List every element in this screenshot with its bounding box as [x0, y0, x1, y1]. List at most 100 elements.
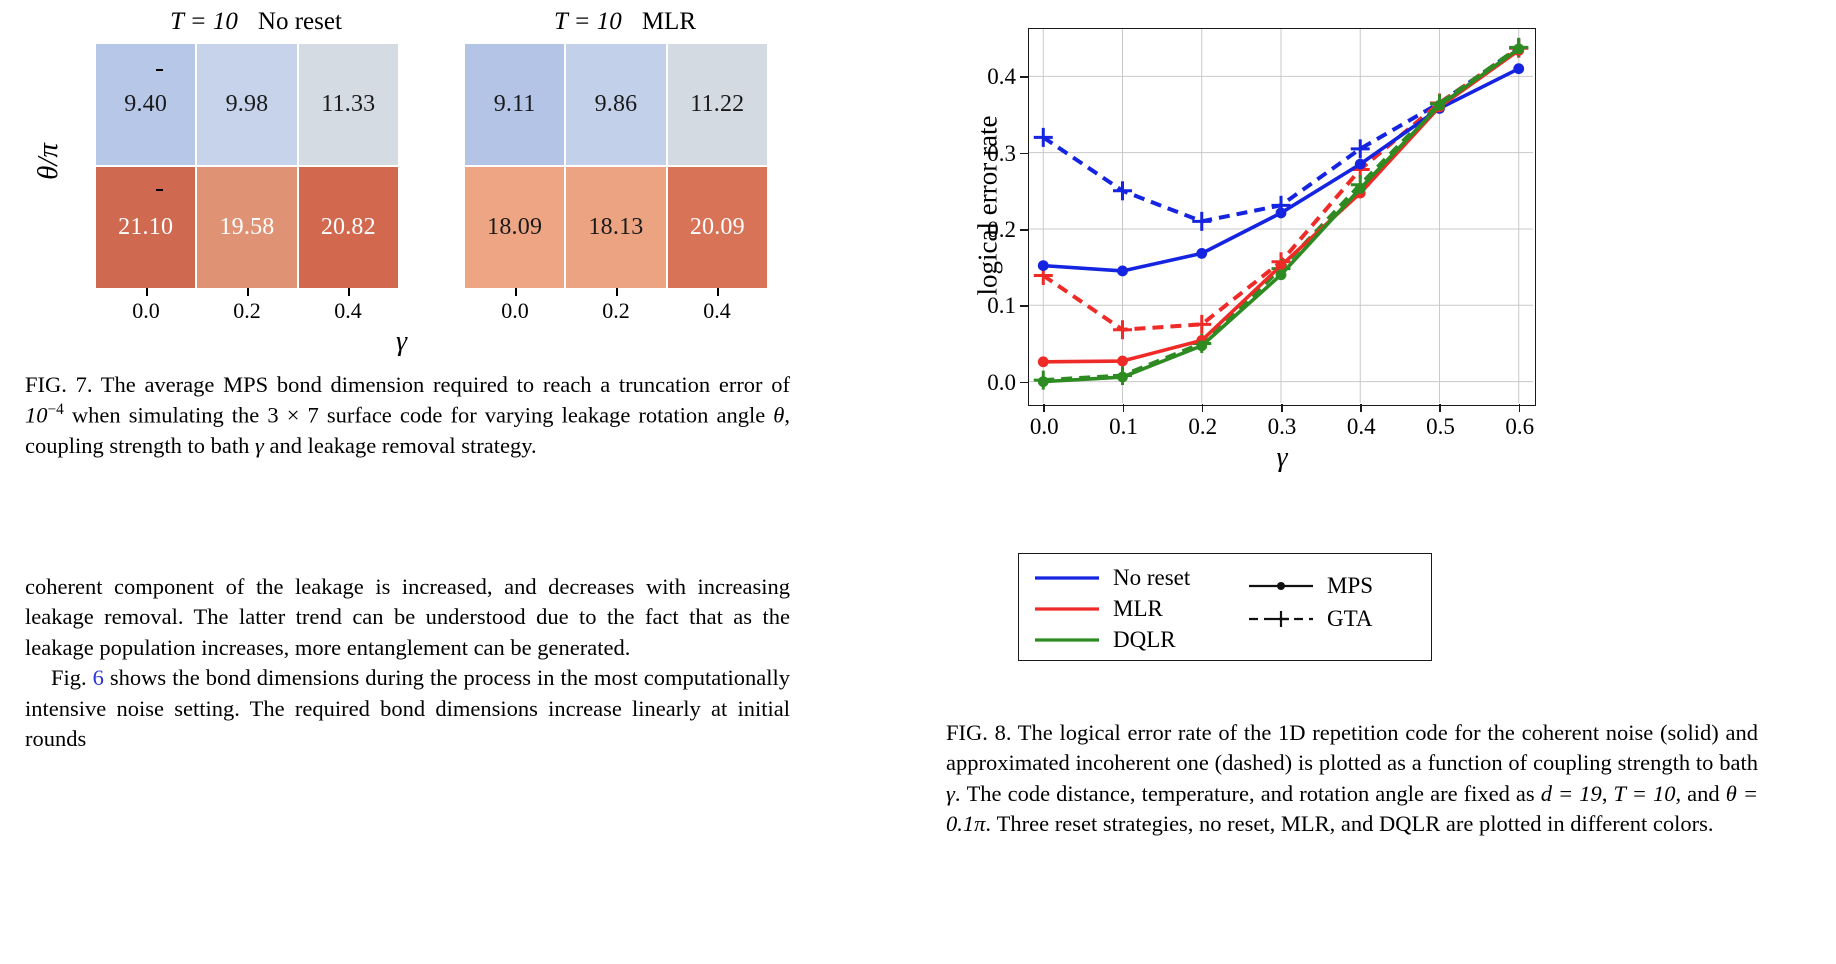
fig8-caption: FIG. 8. The logical error rate of the 1D… — [946, 718, 1758, 840]
legend-dashed-plus-icon — [1249, 611, 1313, 627]
fig8-label: FIG. 8. — [946, 720, 1012, 745]
heatmap-xtick-1: 0.2 — [602, 298, 630, 323]
legend-swatch-dqlr — [1031, 627, 1103, 653]
data-point-marker — [1117, 355, 1128, 367]
chart-ytick-mark-0 — [1020, 381, 1028, 384]
heatmap-title-strategy: No reset — [257, 8, 342, 35]
heatmap-ylabel: θ/π — [31, 143, 64, 180]
heatmap-cell: 20.82 — [298, 167, 398, 288]
legend-swatch-mps — [1245, 573, 1317, 599]
legend-line-icon — [1035, 607, 1099, 611]
heatmap-xtick-mark — [616, 288, 618, 296]
data-point-marker — [1354, 158, 1366, 170]
heatmap-cell-value: 11.33 — [321, 91, 376, 117]
chart-xtick-label-5: 0.5 — [1426, 414, 1455, 439]
heatmap-xtick-mark — [146, 288, 148, 296]
chart-ytick-label-1: 0.1 — [987, 293, 1016, 319]
data-point-marker — [1354, 183, 1366, 194]
logical-error-rate-chart: logical error rate 0.0 0.1 0.2 0.3 0.4 0.0 0.1… — [930, 0, 1836, 700]
legend-color-column: No reset MLR DQLR — [1019, 554, 1237, 660]
legend-label-mps: MPS — [1327, 573, 1374, 598]
data-point-marker — [1513, 43, 1525, 55]
fig7-math-4: γ — [254, 433, 264, 459]
fig7-caption: FIG. 7. The average MPS bond dimension r… — [25, 370, 790, 462]
chart-ytick-label-4: 0.4 — [987, 64, 1016, 90]
legend-swatch-mlr — [1031, 596, 1103, 622]
heatmap-x-axis: 0.0 0.2 0.4 — [96, 288, 398, 328]
plot-area — [1028, 28, 1536, 406]
body-para2-post: shows the bond dimensions during the pro… — [25, 665, 790, 752]
heatmap-grid-mlr: 9.11 9.86 11.22 18.09 18.13 20.09 — [465, 44, 767, 288]
legend-label-dqlr: DQLR — [1113, 627, 1176, 652]
heatmap-cell-value: 9.11 — [493, 91, 536, 117]
chart-xtick-label-1: 0.1 — [1109, 414, 1138, 439]
fig7-math-3: θ — [773, 402, 785, 428]
legend-line-icon — [1035, 576, 1099, 580]
heatmap-cell-value: 18.09 — [487, 214, 543, 240]
heatmap-xtick-mark — [717, 288, 719, 296]
legend-item-no-reset[interactable]: No reset — [1031, 563, 1190, 593]
data-point-marker — [1196, 340, 1208, 352]
fig7-text-4: , coupling strength to bath — [25, 402, 790, 459]
heatmap-xtick-mark — [247, 288, 249, 296]
heatmap-cell: 9.11 — [465, 44, 565, 165]
fig8-math-4: θ = 0.1π — [946, 780, 1759, 837]
heatmap-y-axis: θ/π — [32, 50, 82, 290]
heatmap-y-axis — [405, 50, 451, 290]
chart-xtick-mark-5 — [1439, 404, 1442, 412]
heatmap-cell-value: 9.40 — [124, 91, 168, 117]
chart-ytick-mark-2 — [1020, 228, 1028, 231]
chart-xtick-mark-0 — [1043, 404, 1045, 412]
heatmap-cell: 18.13 — [566, 167, 666, 288]
heatmap-cell: 9.86 — [566, 44, 666, 165]
chart-xtick-mark-1 — [1122, 404, 1125, 412]
chart-xlabel: γ — [1276, 442, 1288, 473]
data-point-marker — [1037, 260, 1049, 272]
fig8-text-3: , — [1601, 780, 1614, 806]
fig8-text-5: . Three reset strategies, no reset, MLR,… — [985, 811, 1714, 837]
heatmap-xtick-0: 0.0 — [501, 298, 529, 323]
legend-label-no-reset: No reset — [1113, 565, 1191, 590]
data-point-marker — [1196, 248, 1208, 259]
legend-solid-circle-icon — [1249, 582, 1313, 590]
right-column: logical error rate 0.0 0.1 0.2 0.3 0.4 0.0 0.1… — [930, 0, 1836, 964]
heatmap-cell: 19.58 — [197, 167, 297, 288]
heatmap-grid-no-reset: 9.40 9.98 11.33 21.10 19.58 20.82 — [96, 44, 398, 288]
chart-legend: No reset MLR DQLR MPS — [1018, 553, 1432, 661]
heatmap-cell-value: 20.09 — [689, 214, 745, 240]
legend-item-dqlr[interactable]: DQLR — [1031, 625, 1176, 655]
chart-xtick-label-2: 0.2 — [1188, 414, 1218, 439]
heatmap-cell: 9.98 — [197, 44, 297, 165]
fig7-text-1: The average MPS bond dimension required … — [92, 372, 790, 397]
figure-reference-link[interactable]: 6 — [92, 665, 104, 691]
chart-xtick-label-4: 0.4 — [1346, 414, 1376, 439]
heatmap-cell-value: 11.22 — [690, 91, 745, 117]
heatmap-xtick-mark — [515, 288, 517, 296]
legend-item-mps[interactable]: MPS — [1245, 571, 1373, 601]
chart-xtick-label-0: 0.0 — [1029, 414, 1059, 439]
legend-swatch-no-reset — [1031, 565, 1103, 591]
heatmap-cell-value: 9.98 — [225, 91, 269, 117]
body-para2-pre: Fig. — [51, 665, 93, 691]
data-point-marker — [1117, 371, 1128, 383]
chart-ytick-mark-3 — [1020, 152, 1028, 155]
heatmap-xtick-1: 0.2 — [233, 298, 261, 323]
chart-xtick-mark-6 — [1518, 404, 1521, 412]
heatmap-xtick-0: 0.0 — [132, 298, 160, 323]
legend-item-mlr[interactable]: MLR — [1031, 594, 1163, 624]
heatmap-cell-value: 20.82 — [320, 214, 376, 240]
legend-line-icon — [1035, 638, 1099, 642]
chart-xtick-label-3: 0.3 — [1267, 414, 1297, 439]
body-paragraph-1: coherent component of the leakage is inc… — [25, 574, 790, 660]
chart-xtick-label-6: 0.6 — [1505, 414, 1535, 439]
heatmap-cell: 9.40 — [96, 44, 196, 165]
legend-item-gta[interactable]: GTA — [1245, 604, 1372, 634]
heatmap-title-mlr: T = 10 MLR — [465, 8, 785, 36]
series-dqlr-mps — [1037, 43, 1525, 388]
heatmap-title-T: T = 10 — [553, 8, 622, 35]
heatmap-title-no-reset: T = 10 No reset — [96, 8, 416, 36]
heatmap-cell: 21.10 — [96, 167, 196, 288]
fig7-math-2: 3 × 7 — [267, 402, 319, 428]
chart-xtick-mark-3 — [1281, 404, 1283, 412]
chart-ytick-label-2: 0.2 — [987, 216, 1016, 242]
